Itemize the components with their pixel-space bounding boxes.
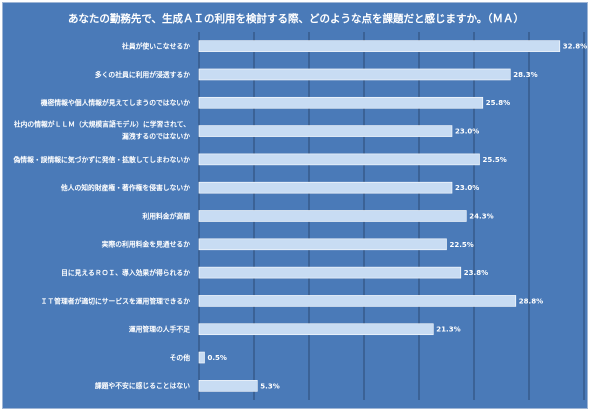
bar (198, 380, 258, 392)
category-label: その他 (170, 353, 191, 362)
category-label: 目に見えるＲＯＩ、導入効果が得られるか (61, 268, 190, 277)
bar (198, 181, 453, 194)
bar (198, 40, 561, 52)
value-label: 25.5% (483, 156, 507, 164)
value-label: 22.5% (450, 241, 474, 249)
bar (198, 153, 480, 166)
bar (198, 210, 467, 222)
bar (198, 125, 453, 137)
value-label: 5.3% (260, 382, 279, 390)
value-label: 21.3% (436, 326, 460, 334)
category-label: 運用管理の人手不足 (129, 325, 190, 334)
value-label: 23.0% (455, 128, 479, 136)
category-label: 偽情報・誤情報に気づかずに発信・拡散してしまわないか (12, 155, 190, 164)
value-label: 24.3% (469, 212, 493, 220)
category-label: 機密情報や個人情報が見えてしまうのではないか (41, 98, 190, 107)
bar (198, 68, 511, 81)
category-label: 多くの社員に利用が浸透するか (95, 70, 190, 79)
value-label: 23.8% (464, 269, 488, 277)
bar (198, 323, 434, 336)
value-label: 28.8% (519, 297, 543, 305)
bar (198, 96, 484, 109)
category-label: 社内の情報がＬＬＭ（大規模言語モデル）に学習されて、漏洩するのではないか (13, 120, 190, 141)
category-label: 課題や不安に感じることはない (95, 381, 190, 390)
value-label: 32.8% (563, 43, 587, 51)
bar (198, 266, 462, 279)
category-label: 実際の利用料金を見通せるか (102, 240, 191, 249)
value-label: 25.8% (486, 99, 510, 107)
bar (198, 295, 517, 307)
category-label: 社員が使いこなせるか (121, 42, 190, 51)
value-label: 0.5% (208, 354, 227, 362)
category-label: 他人の知的財産権・著作権を侵害しないか (60, 183, 190, 192)
value-label: 28.3% (513, 71, 537, 79)
chart-title: あなたの勤務先で、生成ＡＩの利用を検討する際、どのような点を課題だと感じますか。… (67, 13, 525, 25)
value-label: 23.0% (455, 184, 479, 192)
category-label: ＩＴ管理者が適切にサービスを運用管理できるか (41, 296, 191, 305)
category-label: 利用料金が高額 (141, 211, 190, 220)
bar (198, 238, 447, 251)
bar (198, 351, 205, 364)
